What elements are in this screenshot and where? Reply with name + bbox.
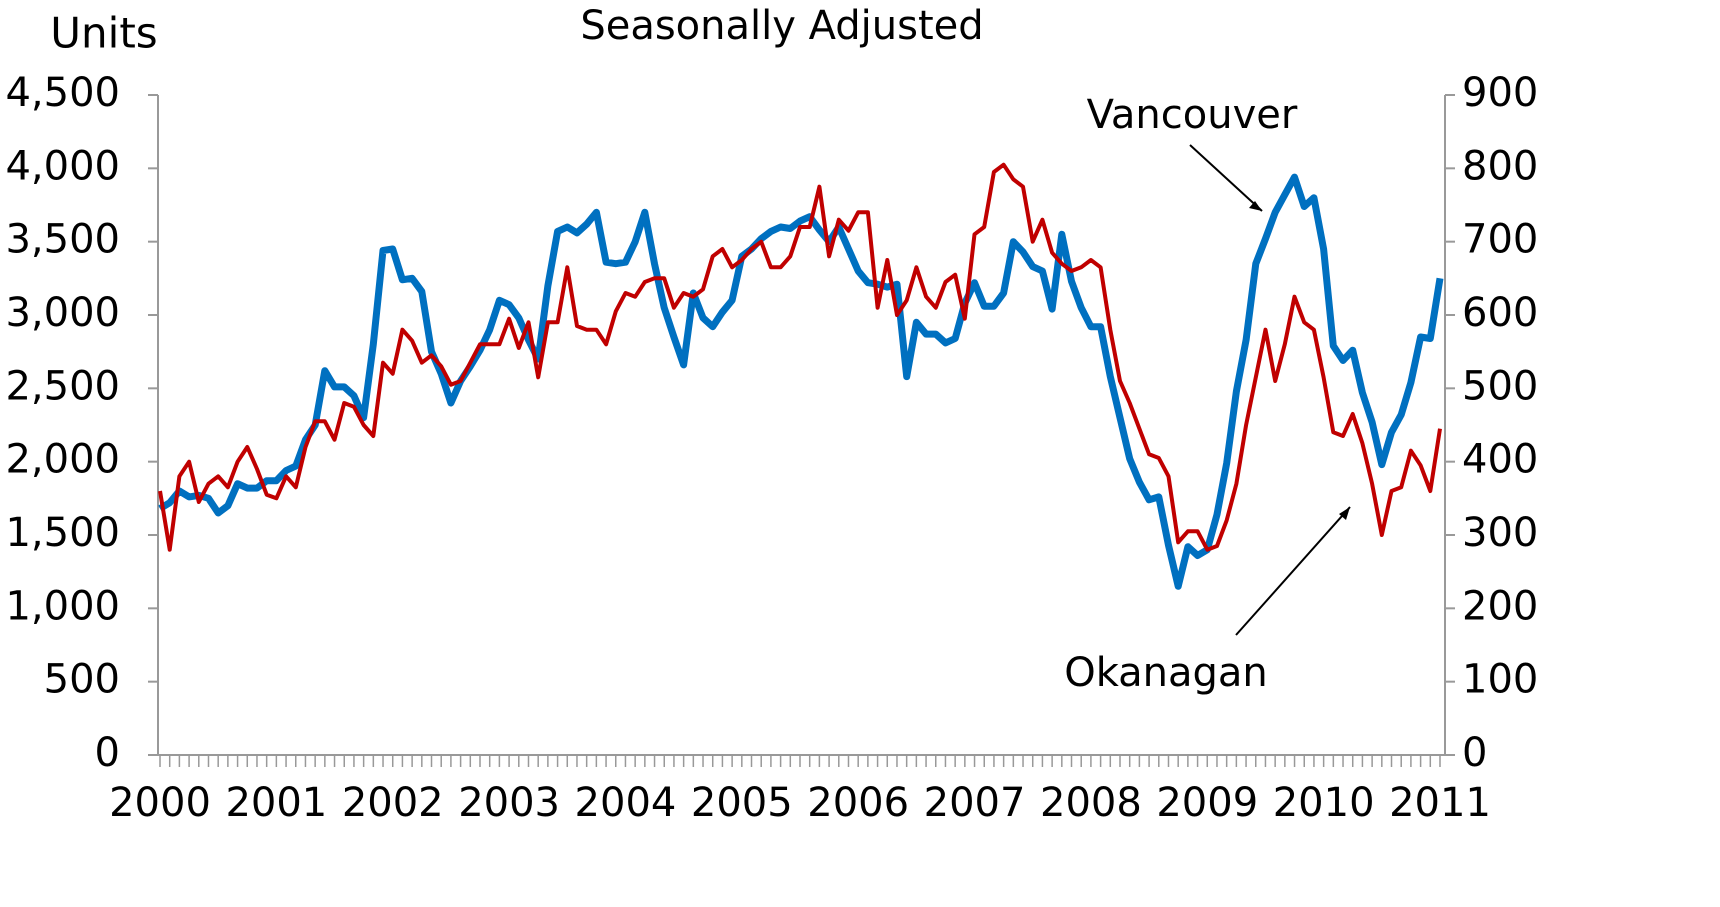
annotation: Okanagan: [1064, 650, 1268, 696]
x-tick-label: 2004: [575, 780, 677, 826]
x-tick-label: 2003: [458, 780, 560, 826]
y2-tick-label: 400: [1462, 437, 1538, 483]
x-tick-label: 2001: [225, 780, 327, 826]
y2-tick-label: 300: [1462, 510, 1538, 556]
y-tick-label: 0: [95, 730, 120, 776]
x-tick-label: 2011: [1389, 780, 1491, 826]
data-line: [158, 162, 1442, 552]
x-tick-label: 2009: [1156, 780, 1258, 826]
arrow-head: [1339, 507, 1350, 520]
y2-tick-label: 900: [1462, 70, 1538, 116]
data-line: [158, 173, 1444, 590]
y2-tick-label: 800: [1462, 143, 1538, 189]
annotation-arrow: [1235, 506, 1351, 636]
y2-tick-label: 500: [1462, 363, 1538, 409]
x-tick-label: 2007: [924, 780, 1026, 826]
y2-tick-label: 100: [1462, 657, 1538, 703]
y-tick-label: 4,000: [5, 143, 120, 189]
annotation-arrow: [1189, 144, 1263, 212]
y-tick-label: 3,500: [5, 217, 120, 263]
y-tick-label: 3,000: [5, 290, 120, 336]
x-tick-label: 2005: [691, 780, 793, 826]
y2-tick-label: 600: [1462, 290, 1538, 336]
y-tick-label: 1,000: [5, 583, 120, 629]
y-tick-label: 500: [44, 657, 120, 703]
annotation: Vancouver: [1087, 92, 1298, 138]
y2-tick-label: 0: [1462, 730, 1487, 776]
y-tick-label: 4,500: [5, 70, 120, 116]
y2-tick-label: 700: [1462, 217, 1538, 263]
y-tick-label: 2,500: [5, 363, 120, 409]
arrow-head: [1249, 201, 1262, 211]
chart-title: Seasonally Adjusted: [580, 3, 983, 49]
y-tick-label: 1,500: [5, 510, 120, 556]
x-tick-label: 2008: [1040, 780, 1142, 826]
x-tick-label: 2010: [1273, 780, 1375, 826]
y2-tick-label: 200: [1462, 583, 1538, 629]
y-tick-label: 2,000: [5, 437, 120, 483]
y-axis-label: Units: [50, 9, 157, 58]
x-tick-label: 2006: [807, 780, 909, 826]
x-tick-label: 2000: [109, 780, 211, 826]
x-tick-label: 2002: [342, 780, 444, 826]
